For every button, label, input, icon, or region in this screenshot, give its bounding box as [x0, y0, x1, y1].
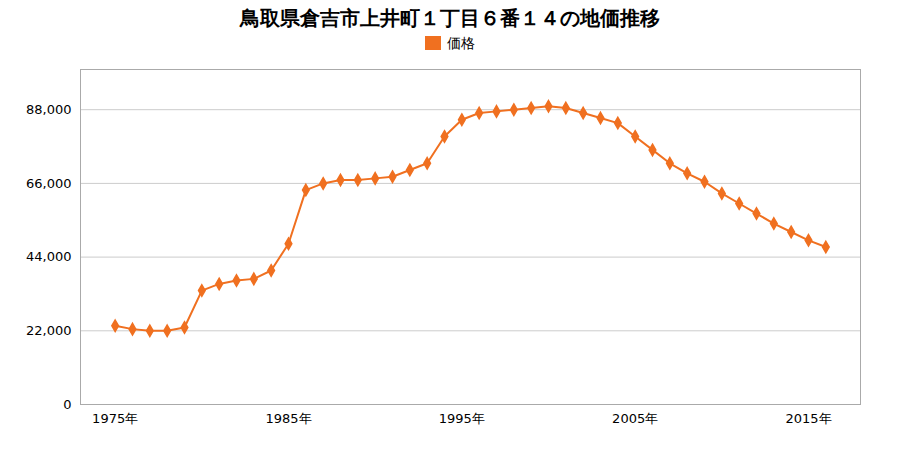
svg-text:44,000: 44,000 — [26, 249, 72, 264]
svg-text:22,000: 22,000 — [26, 323, 72, 338]
svg-text:66,000: 66,000 — [26, 176, 72, 191]
html-text:価格: 価格 — [447, 35, 475, 51]
html-text:鳥取県倉吉市上井町１丁目６番１４の地価推移: 鳥取県倉吉市上井町１丁目６番１４の地価推移 — [240, 6, 660, 30]
svg-text:1985年: 1985年 — [265, 411, 311, 426]
svg-text:1995年: 1995年 — [439, 411, 485, 426]
svg-text:0: 0 — [63, 397, 71, 412]
svg-text:2005年: 2005年 — [612, 411, 658, 426]
svg-text:1975年: 1975年 — [92, 411, 138, 426]
svg-text:2015年: 2015年 — [785, 411, 831, 426]
svg-text:88,000: 88,000 — [26, 102, 72, 117]
